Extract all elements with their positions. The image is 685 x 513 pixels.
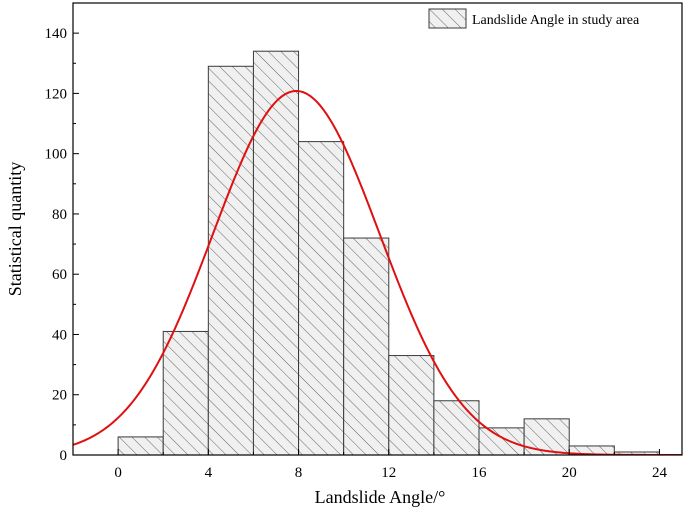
x-tick-label: 0 [114,465,122,481]
x-axis-title: Landslide Angle/° [315,487,446,507]
plot-frame [72,2,683,456]
histogram-bar-6 [388,355,435,456]
y-tick-label: 100 [45,147,68,163]
x-tick-label: 4 [205,465,213,481]
fit-curve-layer [73,89,682,455]
histogram-bar-1 [162,330,209,456]
y-tick-label: 140 [45,26,68,42]
y-tick-label: 120 [45,86,68,102]
histogram-bars [117,50,660,456]
histogram-bar-4 [298,141,345,456]
y-axis-ticks: 0 20 40 60 80 100 120 140 [45,26,79,464]
y-tick-label: 0 [60,448,68,464]
histogram-bar-9 [523,418,570,456]
legend-entry-label: Landslide Angle in study area [472,13,640,28]
y-tick-label: 40 [52,327,67,343]
x-tick-label: 8 [295,465,303,481]
normal-fit-curve [73,89,682,455]
histogram-bar-0 [117,436,164,456]
x-tick-label: 12 [381,465,396,481]
histogram-bar-3 [252,50,300,456]
x-tick-label: 20 [562,465,577,481]
y-axis-title: Statistical quantity [5,162,25,296]
chart-legend: Landslide Angle in study area [428,8,640,29]
x-axis-ticks: 0 4 8 12 16 20 24 [114,449,667,481]
x-tick-label: 24 [652,465,668,481]
histogram-bar-5 [343,237,390,456]
histogram-bar-2 [207,65,254,456]
histogram-bar-7 [433,400,480,456]
histogram-bar-8 [478,427,525,456]
legend-swatch [428,8,467,29]
y-tick-label: 20 [52,388,67,404]
y-tick-label: 80 [52,207,67,223]
x-tick-label: 16 [472,465,488,481]
y-tick-label: 60 [52,267,67,283]
